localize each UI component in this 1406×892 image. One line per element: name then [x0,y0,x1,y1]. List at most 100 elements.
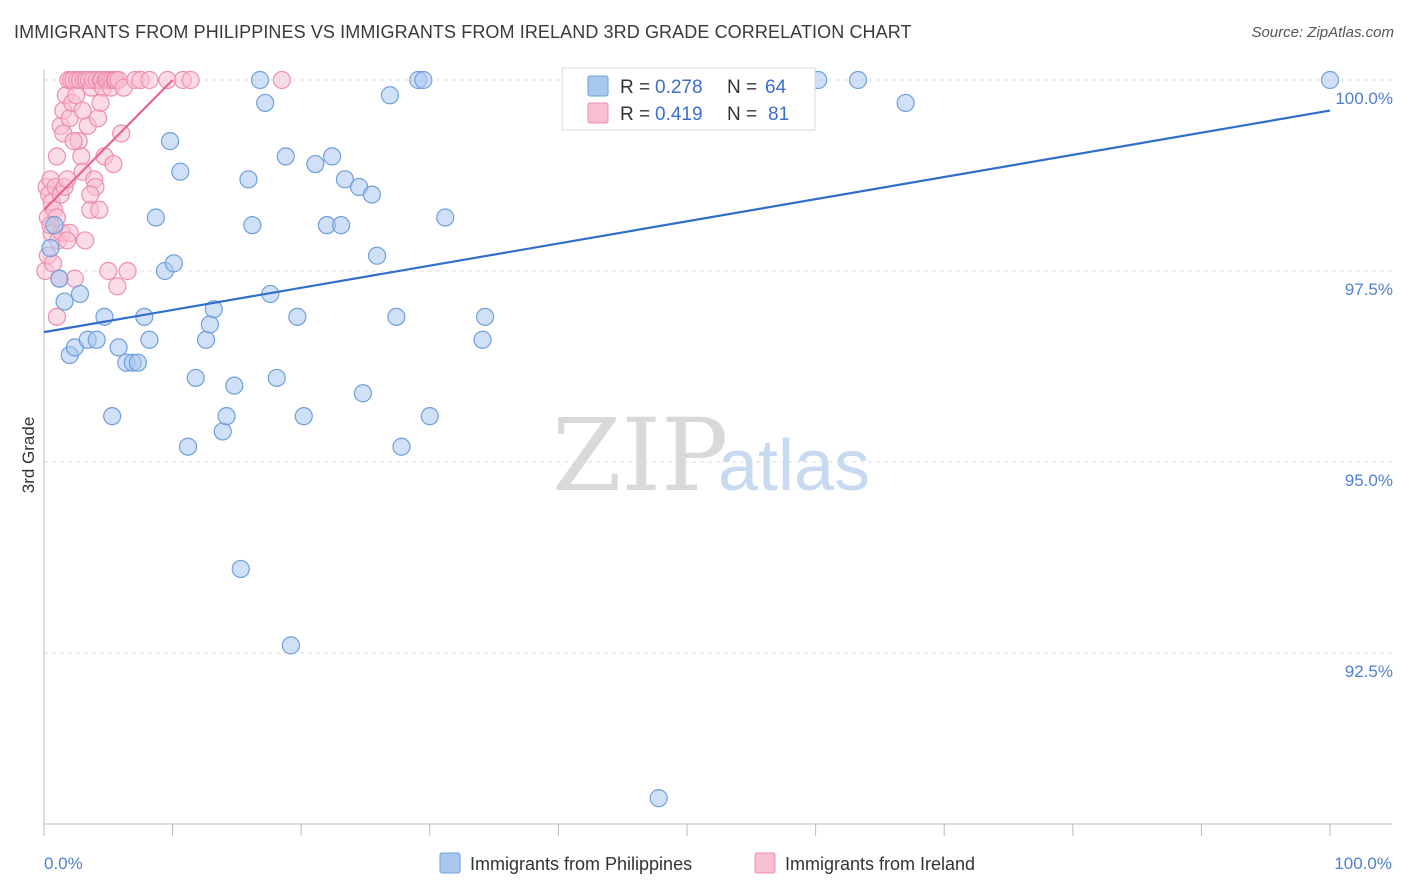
philippines-point [335,170,355,189]
trendlines [43,79,1331,334]
philippines-point [204,300,223,319]
y-tick-label: 95.0% [1345,471,1393,490]
ireland-point [140,70,159,90]
trendline-ireland [43,79,174,211]
bottom-legend-label-philippines[interactable]: Immigrants from Philippines [470,854,692,874]
ireland-point [58,231,77,250]
series-ireland-points [36,70,292,326]
philippines-point [848,70,868,90]
ireland-point [272,70,292,90]
legend-r-value-philippines: 0.278 [655,77,703,98]
philippines-point [243,216,262,235]
philippines-point [1320,70,1340,90]
x-tick-label-min: 0.0% [44,854,83,873]
philippines-point [288,307,307,326]
y-tick-labels: 100.0% 97.5% 95.0% 92.5% [1335,89,1393,681]
ireland-point [67,86,86,105]
ireland-point [181,70,200,90]
philippines-point [256,93,275,113]
ireland-point [72,147,91,166]
watermark-atlas: atlas [718,426,870,506]
philippines-point [213,422,232,441]
philippines-point [178,437,198,456]
legend-r-value-ireland: 0.419 [655,104,703,125]
philippines-point [380,86,400,105]
x-ticks [43,824,1331,836]
ireland-point [99,261,118,281]
x-tick-label-max: 100.0% [1334,854,1392,873]
philippines-point [420,407,439,426]
stats-legend: R = 0.278 N = 64 R = 0.419 N = 81 [561,67,816,131]
philippines-point [186,368,205,388]
bottom-legend-swatch-ireland[interactable] [754,852,776,874]
chart-title: IMMIGRANTS FROM PHILIPPINES VS IMMIGRANT… [14,22,912,42]
ireland-point [47,307,66,326]
philippines-point [160,132,180,151]
philippines-point [276,147,295,166]
philippines-point [45,216,64,235]
y-tick-label: 97.5% [1345,280,1393,299]
philippines-point [267,368,286,388]
ireland-point [104,154,123,174]
philippines-point [387,307,406,326]
philippines-point [392,437,411,456]
philippines-point [239,170,258,189]
philippines-point [294,407,313,426]
philippines-point [473,330,492,349]
ireland-point [90,200,109,219]
philippines-point [414,70,433,90]
philippines-point [55,292,74,311]
philippines-point [225,376,244,395]
ireland-point [73,101,92,120]
ireland-point [88,109,108,128]
watermark-zip: ZIP [552,397,728,514]
legend-r-label: R = [620,104,650,125]
philippines-point [353,384,373,403]
philippines-point [103,407,122,426]
philippines-point [50,269,69,288]
ireland-point [47,147,66,166]
legend-swatch-ireland [587,102,609,124]
legend-n-label: N = [727,77,757,98]
bottom-legend-swatch-philippines[interactable] [439,852,461,874]
philippines-point [649,789,668,808]
philippines-point [128,353,147,372]
trendline-philippines [43,109,1331,334]
ireland-point [65,269,84,288]
ireland-point [81,185,100,204]
y-tick-label: 100.0% [1335,89,1393,108]
series-philippines-points [41,70,1340,808]
philippines-point [322,147,342,166]
ireland-point [108,277,127,296]
philippines-point [164,254,183,273]
philippines-point [146,208,165,227]
series-legend: Immigrants from Philippines Immigrants f… [439,852,975,874]
philippines-point [217,407,236,426]
philippines-point [140,330,159,349]
legend-swatch-philippines [587,75,609,97]
legend-r-label: R = [620,77,650,98]
philippines-point [70,284,90,304]
philippines-point [306,154,325,174]
philippines-point [367,246,387,265]
legend-n-value-philippines: 64 [765,77,787,98]
philippines-point [87,330,106,349]
philippines-point [436,208,455,227]
philippines-point [475,307,495,326]
bottom-legend-label-ireland[interactable]: Immigrants from Ireland [785,854,975,874]
philippines-point [196,330,216,349]
ireland-point [118,261,137,281]
ireland-point [43,254,63,273]
chart-source[interactable]: Source: ZipAtlas.com [1251,24,1394,41]
philippines-point [109,338,128,357]
legend-n-label: N = [727,104,757,125]
philippines-point [250,70,270,90]
philippines-point [41,238,60,258]
ireland-point [64,132,83,151]
philippines-point [331,216,351,235]
philippines-point [171,162,190,181]
philippines-point [200,315,219,334]
philippines-point [362,185,382,204]
philippines-point [896,93,915,113]
legend-n-value-ireland: 81 [768,104,789,125]
